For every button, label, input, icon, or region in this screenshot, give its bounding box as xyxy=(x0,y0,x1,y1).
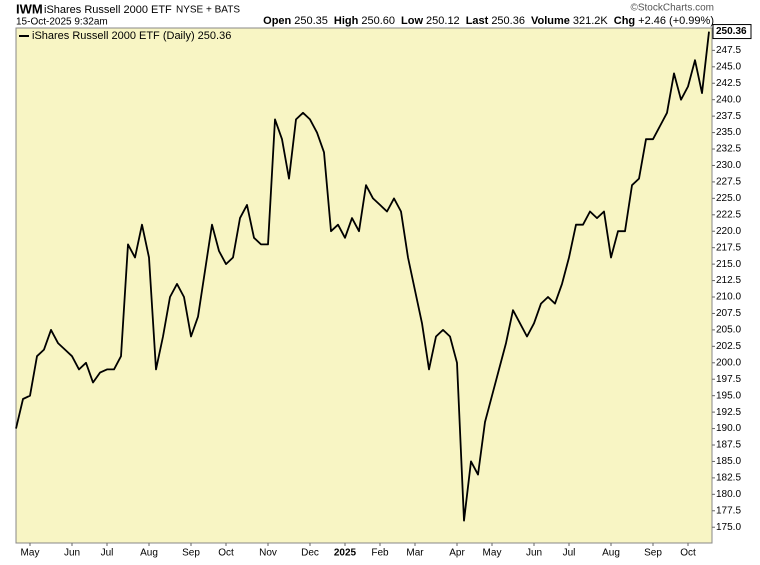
x-tick-label: Apr xyxy=(449,548,465,559)
x-tick-label: Dec xyxy=(301,548,319,559)
last-value-box xyxy=(712,24,752,40)
y-tick-label: 205.0 xyxy=(716,325,741,336)
quote-value: 250.35 xyxy=(294,15,328,27)
quote-value: 250.12 xyxy=(426,15,460,27)
quote-label: Chg xyxy=(614,15,635,27)
y-tick-label: 175.0 xyxy=(716,522,741,533)
x-tick-label: Jun xyxy=(526,548,542,559)
y-tick-label: 232.5 xyxy=(716,144,741,155)
exchange: NYSE + BATS xyxy=(176,5,240,16)
quote-label: Open xyxy=(263,15,291,27)
y-tick-label: 200.0 xyxy=(716,357,741,368)
x-tick-label: Sep xyxy=(182,548,200,559)
y-tick-label: 242.5 xyxy=(716,78,741,89)
quote-value: 321.2K xyxy=(573,15,609,27)
x-tick-label: Jul xyxy=(563,548,576,559)
y-tick-label: 217.5 xyxy=(716,242,741,253)
quote-value: +2.46 (+0.99%) xyxy=(638,15,714,27)
x-tick-label: Feb xyxy=(371,548,389,559)
x-tick-label: May xyxy=(483,548,502,559)
quote-label: Low xyxy=(401,15,423,27)
quote-value: 250.60 xyxy=(361,15,395,27)
quote-value: 250.36 xyxy=(491,15,525,27)
x-tick-label: Jun xyxy=(64,548,80,559)
y-tick-label: 220.0 xyxy=(716,226,741,237)
x-tick-label: May xyxy=(21,548,40,559)
y-tick-label: 202.5 xyxy=(716,341,741,352)
x-tick-label: Aug xyxy=(602,548,620,559)
y-tick-label: 230.0 xyxy=(716,160,741,171)
y-tick-label: 225.0 xyxy=(716,193,741,204)
y-tick-label: 187.5 xyxy=(716,440,741,451)
x-tick-label: Oct xyxy=(218,548,234,559)
y-tick-label: 227.5 xyxy=(716,177,741,188)
y-tick-label: 240.0 xyxy=(716,94,741,105)
y-tick-label: 215.0 xyxy=(716,259,741,270)
y-tick-label: 237.5 xyxy=(716,111,741,122)
y-tick-label: 182.5 xyxy=(716,473,741,484)
plot-area xyxy=(15,27,713,544)
quote: Open 250.35 High 250.60 Low 250.12 Last 250.36 V… xyxy=(263,15,714,27)
quote-label: High xyxy=(334,15,359,27)
symbol: IWM xyxy=(16,1,43,16)
y-tick-label: 177.5 xyxy=(716,505,741,516)
timestamp: 15-Oct-2025 9:32am xyxy=(16,17,108,28)
x-tick-label: Sep xyxy=(644,548,662,559)
x-tick-label: Mar xyxy=(406,548,424,559)
source: ©StockCharts.com xyxy=(630,3,714,14)
y-tick-label: 207.5 xyxy=(716,308,741,319)
x-tick-label: Aug xyxy=(140,548,158,559)
quote-label: Last xyxy=(466,15,489,27)
y-tick-label: 247.5 xyxy=(716,45,741,56)
y-tick-label: 197.5 xyxy=(716,374,741,385)
x-tick-label: Oct xyxy=(680,548,696,559)
title: iShares Russell 2000 ETF xyxy=(44,4,172,16)
x-tick-label: Jul xyxy=(101,548,114,559)
x-tick-label: 2025 xyxy=(334,548,357,559)
y-tick-label: 195.0 xyxy=(716,390,741,401)
legend-label: iShares Russell 2000 ETF (Daily) 250.36 xyxy=(32,30,231,42)
price-line xyxy=(15,31,710,522)
y-tick-label: 235.0 xyxy=(716,127,741,138)
y-tick-label: 185.0 xyxy=(716,456,741,467)
y-tick-label: 190.0 xyxy=(716,423,741,434)
y-tick-label: 180.0 xyxy=(716,489,741,500)
quote-label: Volume xyxy=(531,15,570,27)
last-value-label: 250.36 xyxy=(716,26,747,37)
y-tick-label: 222.5 xyxy=(716,209,741,220)
x-tick-label: Nov xyxy=(259,548,277,559)
y-tick-label: 192.5 xyxy=(716,407,741,418)
y-tick-label: 212.5 xyxy=(716,275,741,286)
y-tick-label: 210.0 xyxy=(716,292,741,303)
y-tick-label: 245.0 xyxy=(716,61,741,72)
